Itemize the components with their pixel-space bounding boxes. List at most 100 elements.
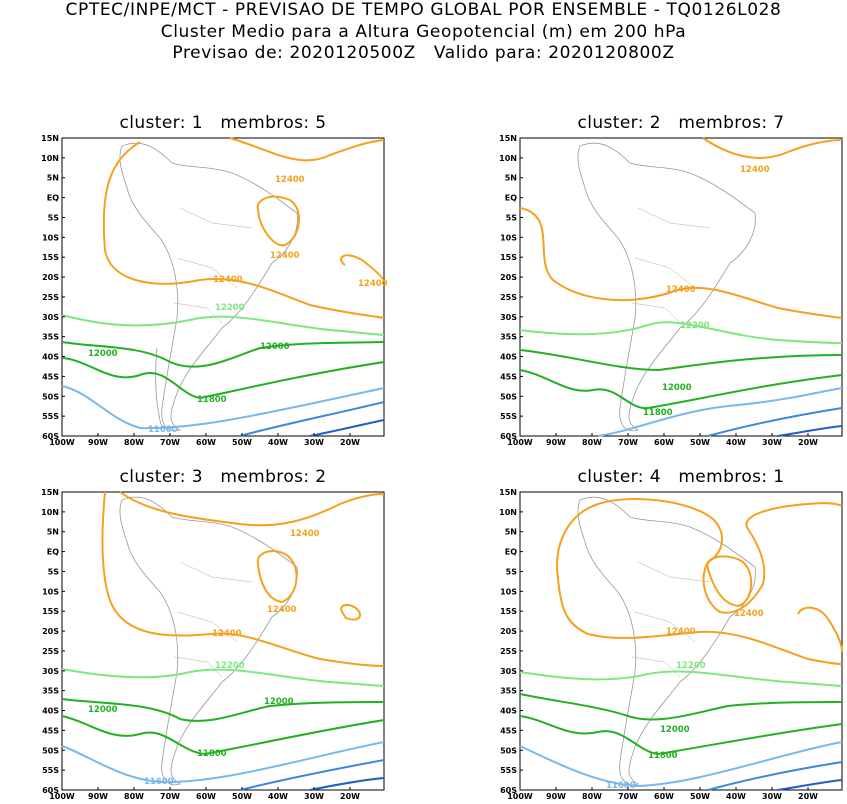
x-tick-label: 80W	[124, 792, 144, 801]
y-tick-label: 30S	[42, 313, 59, 322]
y-tick-label: 50S	[500, 746, 517, 755]
contour-12400-ne-loop	[256, 195, 300, 247]
contour-11800-c	[309, 419, 385, 437]
contour-12000-a	[61, 341, 385, 368]
contour-11800-b	[239, 401, 385, 437]
label-b: 12400	[267, 605, 297, 615]
header-line-1: CPTEC/INPE/MCT - PREVISAO DE TEMPO GLOBA…	[65, 0, 782, 20]
y-tick-label: 60S	[42, 432, 59, 441]
x-tick-label: 100W	[507, 792, 533, 801]
y-tick-label: 50S	[42, 746, 59, 755]
y-tick-label: 40S	[42, 353, 59, 362]
y-tick-label: 10N	[499, 154, 517, 163]
map-1-contours	[61, 137, 385, 437]
y-tick-label: 50S	[500, 392, 517, 401]
x-tick-label: 60W	[654, 792, 674, 801]
y-tick-label: 45S	[500, 726, 517, 735]
x-tick-label: 40W	[726, 438, 746, 447]
x-tick-label: 100W	[49, 438, 75, 447]
label-a: 12400	[290, 529, 320, 539]
y-tick-label: EQ	[47, 194, 59, 203]
label-g: 12000	[264, 697, 294, 707]
y-tick-label: 15N	[499, 134, 517, 143]
x-tick-label: 50W	[690, 792, 710, 801]
label-g: 12000	[662, 383, 692, 393]
y-tick-label: 15N	[499, 488, 517, 497]
x-tick-label: 20W	[798, 792, 818, 801]
map-1-land	[119, 142, 298, 432]
map-panel-4: 12400 12400 12200 12000 11800 11600 15N 1…	[499, 488, 843, 801]
x-tick-label: 90W	[546, 438, 566, 447]
contour-11800	[61, 385, 385, 430]
x-tick-label: 80W	[124, 438, 144, 447]
y-tick-label: 60S	[500, 432, 517, 441]
label-f: 12000	[88, 705, 118, 715]
label-g: 12000	[260, 342, 290, 352]
label-a: 12400	[740, 165, 770, 175]
y-tick-label: 30S	[500, 313, 517, 322]
label-d: 12400	[666, 627, 696, 637]
x-tick-label: 80W	[582, 438, 602, 447]
y-tick-label: 10S	[42, 587, 59, 596]
x-tick-label: 90W	[88, 438, 108, 447]
y-tick-label: 20S	[500, 273, 517, 282]
x-tick-label: 70W	[160, 438, 180, 447]
y-tick-label: 20S	[42, 627, 59, 636]
y-tick-label: 55S	[42, 412, 59, 421]
label-h: 11800	[648, 751, 678, 761]
y-tick-label: 10S	[500, 587, 517, 596]
y-tick-label: 60S	[500, 786, 517, 795]
y-tick-label: 5N	[47, 528, 59, 537]
x-tick-label: 60W	[654, 438, 674, 447]
y-tick-label: 5S	[506, 213, 518, 222]
y-tick-label: 15N	[41, 488, 59, 497]
label-c: 12400	[358, 279, 388, 289]
y-tick-label: 35S	[42, 333, 59, 342]
y-tick-label: 40S	[500, 353, 517, 362]
y-tick-label: 5N	[47, 174, 59, 183]
label-h: 11800	[197, 749, 227, 759]
x-tick-label: 20W	[340, 792, 360, 801]
header-line-2: Cluster Medio para a Altura Geopotencial…	[160, 22, 687, 42]
label-i: 11600	[606, 781, 636, 791]
y-tick-label: 15N	[41, 134, 59, 143]
y-tick-label: 35S	[42, 687, 59, 696]
contour-12400-north	[102, 137, 385, 251]
x-tick-label: 30W	[762, 792, 782, 801]
y-tick-label: 25S	[42, 647, 59, 656]
y-tick-label: 25S	[500, 647, 517, 656]
x-tick-label: 100W	[49, 792, 75, 801]
y-tick-label: 35S	[500, 333, 517, 342]
header-line-3: Previsao de: 2020120500Z Valido para: 20…	[172, 43, 675, 63]
x-tick-label: 90W	[88, 792, 108, 801]
contour-12400-main	[104, 249, 385, 319]
y-tick-label: 5S	[48, 213, 60, 222]
y-tick-label: 60S	[42, 786, 59, 795]
label-e: 12200	[680, 321, 710, 331]
y-tick-label: 45S	[42, 372, 59, 381]
contour-12200	[61, 314, 385, 336]
y-tick-label: EQ	[505, 194, 517, 203]
label-i: 11600	[144, 777, 174, 787]
y-tick-label: 40S	[500, 707, 517, 716]
x-tick-label: 50W	[232, 438, 252, 447]
y-tick-label: 25S	[42, 293, 59, 302]
y-tick-label: 55S	[42, 766, 59, 775]
x-tick-label: 90W	[546, 792, 566, 801]
x-tick-label: 70W	[160, 792, 180, 801]
x-tick-label: 50W	[690, 438, 710, 447]
x-tick-label: 40W	[268, 438, 288, 447]
label-i: 11600	[148, 425, 178, 435]
label-h: 11800	[643, 408, 673, 418]
x-tick-label: 30W	[762, 438, 782, 447]
x-tick-label: 100W	[507, 438, 533, 447]
y-tick-label: 15S	[500, 253, 517, 262]
y-tick-label: 10N	[499, 508, 517, 517]
label-e: 12200	[215, 661, 245, 671]
y-tick-label: 15S	[42, 607, 59, 616]
y-tick-label: 15S	[42, 253, 59, 262]
y-tick-label: 15S	[500, 607, 517, 616]
label-g: 12000	[660, 725, 690, 735]
map-panel-1: 12400 12400 12400 12400 12200 12000 1200…	[41, 134, 388, 447]
map-1-contour-labels: 12400 12400 12400 12400 12200 12000 1200…	[88, 175, 388, 435]
